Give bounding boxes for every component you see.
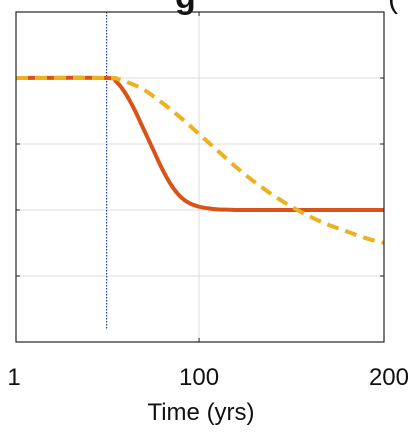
- series-line-0: [15, 75, 384, 213]
- x-axis-label: Time (yrs): [147, 399, 254, 426]
- grid-lines: [16, 12, 384, 342]
- x-tick-label-2: 200: [369, 364, 409, 391]
- series-line-1: [15, 75, 385, 245]
- x-tick-label-1: 100: [179, 364, 219, 391]
- title-fragment-right: (: [388, 0, 398, 15]
- x-tick-label-0: 1: [7, 364, 20, 391]
- x-tick-labels: 1 100 200: [7, 364, 409, 391]
- tick-marks: [15, 12, 385, 342]
- plot-frame: [15, 11, 385, 343]
- title-fragment: g: [175, 0, 196, 16]
